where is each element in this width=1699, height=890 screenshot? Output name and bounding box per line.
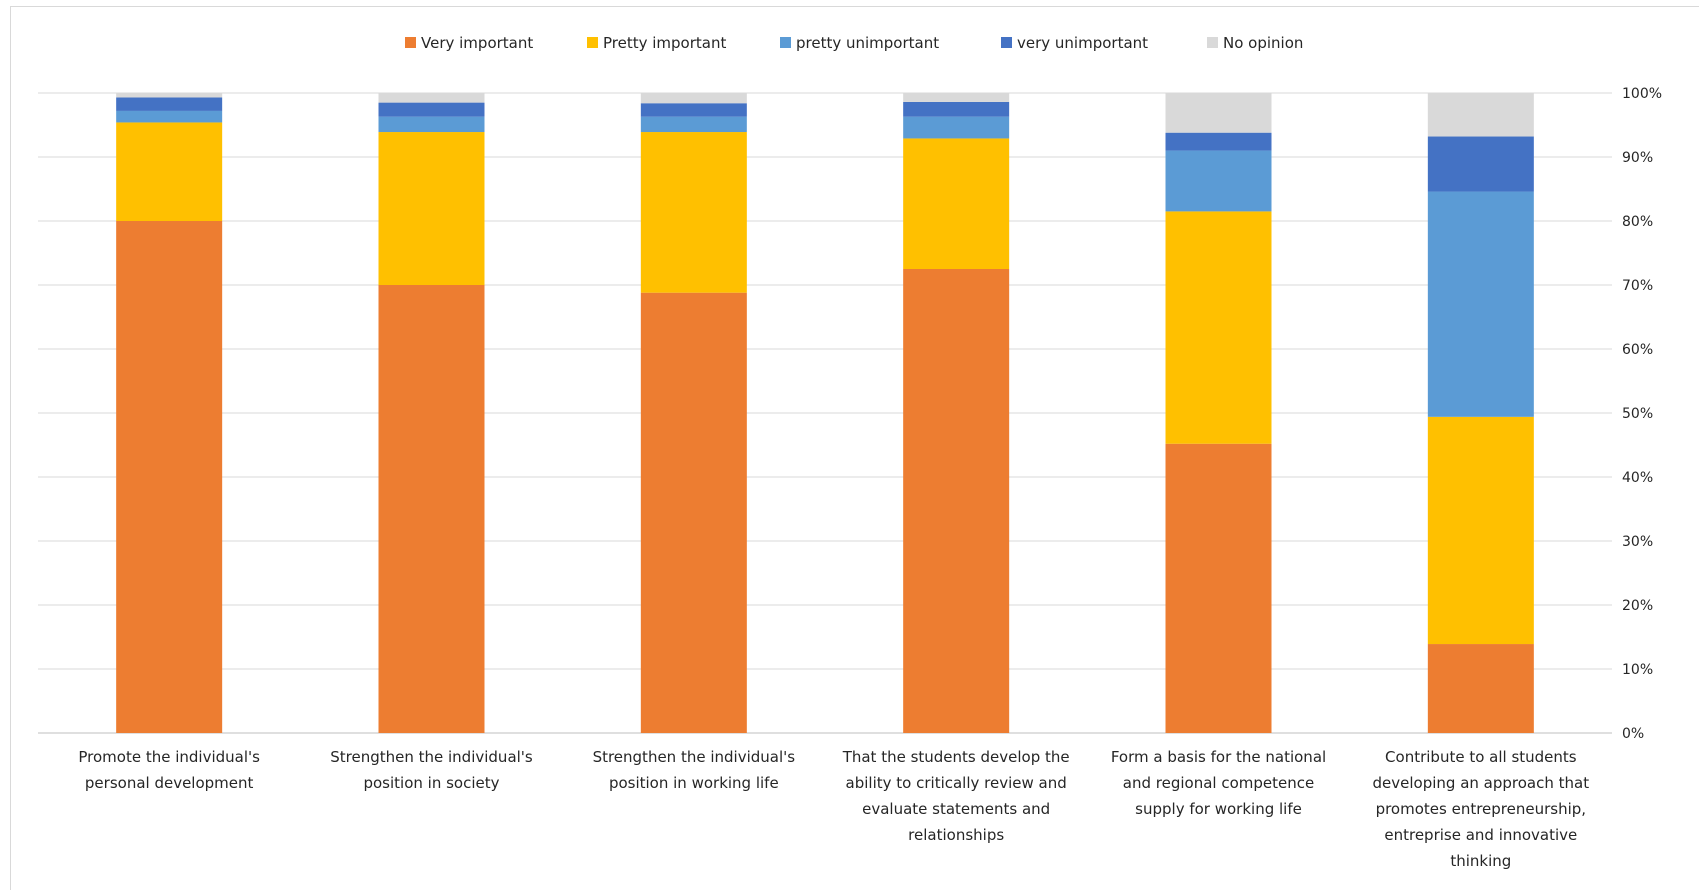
x-category-label: Contribute to all students	[1385, 748, 1577, 766]
bar-segment	[378, 93, 485, 103]
legend-label: Pretty important	[603, 34, 726, 52]
y-axis-tick-labels: 0% 10% 20% 30% 40% 50% 60% 70% 80% 90% 100%	[1622, 86, 1662, 742]
bar-segment	[116, 93, 223, 98]
bar-segment	[378, 116, 485, 133]
x-category-label: position in society	[363, 774, 499, 792]
x-category-label: Strengthen the individual's	[593, 748, 796, 766]
legend-swatch	[405, 37, 416, 48]
y-tick-label: 30%	[1622, 534, 1653, 550]
bar-segment	[1165, 150, 1272, 212]
x-category-label: relationships	[908, 826, 1004, 844]
x-category-label: evaluate statements and	[862, 800, 1050, 818]
bar-segment	[903, 116, 1010, 139]
y-tick-label: 70%	[1622, 278, 1653, 294]
y-tick-label: 100%	[1622, 86, 1662, 102]
x-category-label: entreprise and innovative	[1384, 826, 1577, 844]
legend-swatch	[780, 37, 791, 48]
legend-label: pretty unimportant	[796, 34, 939, 52]
x-category-label: Promote the individual's	[78, 748, 260, 766]
legend-swatch	[1001, 37, 1012, 48]
y-tick-label: 90%	[1622, 150, 1653, 166]
y-tick-label: 80%	[1622, 214, 1653, 230]
bar-segment	[903, 138, 1010, 269]
x-category-label: personal development	[85, 774, 254, 792]
legend-label: very unimportant	[1017, 34, 1148, 52]
x-category-label: Strengthen the individual's	[330, 748, 533, 766]
bar-segment	[1427, 136, 1534, 192]
bar-segment	[116, 110, 223, 123]
bar-segment	[640, 93, 747, 104]
bar-segment	[640, 132, 747, 293]
gridlines	[38, 92, 1612, 734]
bar-segment	[116, 97, 223, 111]
bar-segment	[1165, 132, 1272, 151]
x-category-label: thinking	[1450, 852, 1511, 870]
x-category-label: supply for working life	[1135, 800, 1302, 818]
bar-segment	[116, 221, 223, 733]
bar-segment	[640, 116, 747, 133]
legend-label: No opinion	[1223, 34, 1303, 52]
x-category-label: ability to critically review and	[846, 774, 1067, 792]
legend-label: Very important	[421, 34, 533, 52]
bar-segment	[378, 132, 485, 285]
bar-segment	[1165, 211, 1272, 444]
y-tick-label: 50%	[1622, 406, 1653, 422]
bar-segment	[640, 103, 747, 117]
bar-segment	[378, 285, 485, 733]
bar-segment	[116, 122, 223, 221]
y-tick-label: 20%	[1622, 598, 1653, 614]
bar-segment	[1427, 416, 1534, 645]
legend: Very important Pretty important pretty uni…	[405, 34, 1303, 52]
bar-segment	[1427, 191, 1534, 417]
y-tick-label: 40%	[1622, 470, 1653, 486]
legend-swatch	[587, 37, 598, 48]
chart-frame	[10, 6, 1699, 890]
bar-segment	[903, 269, 1010, 733]
bar-segment	[640, 292, 747, 733]
y-tick-label: 10%	[1622, 662, 1653, 678]
x-category-label: and regional competence	[1123, 774, 1314, 792]
bar-segment	[378, 102, 485, 117]
bar-segment	[1165, 443, 1272, 733]
x-category-label: Form a basis for the national	[1111, 748, 1326, 766]
bar-segment	[903, 93, 1010, 102]
x-axis-category-labels: Promote the individual's personal develop…	[78, 748, 1589, 870]
x-category-label: promotes entrepreneurship,	[1376, 800, 1586, 818]
bar-segment	[1427, 93, 1534, 137]
x-category-label: position in working life	[609, 774, 779, 792]
bar-segment	[1165, 93, 1272, 133]
bars	[116, 93, 1534, 733]
legend-swatch	[1207, 37, 1218, 48]
y-tick-label: 0%	[1622, 726, 1644, 742]
x-category-label: developing an approach that	[1373, 774, 1590, 792]
bar-segment	[903, 101, 1010, 117]
bar-segment	[1427, 644, 1534, 733]
y-tick-label: 60%	[1622, 342, 1653, 358]
x-category-label: That the students develop the	[842, 748, 1070, 766]
